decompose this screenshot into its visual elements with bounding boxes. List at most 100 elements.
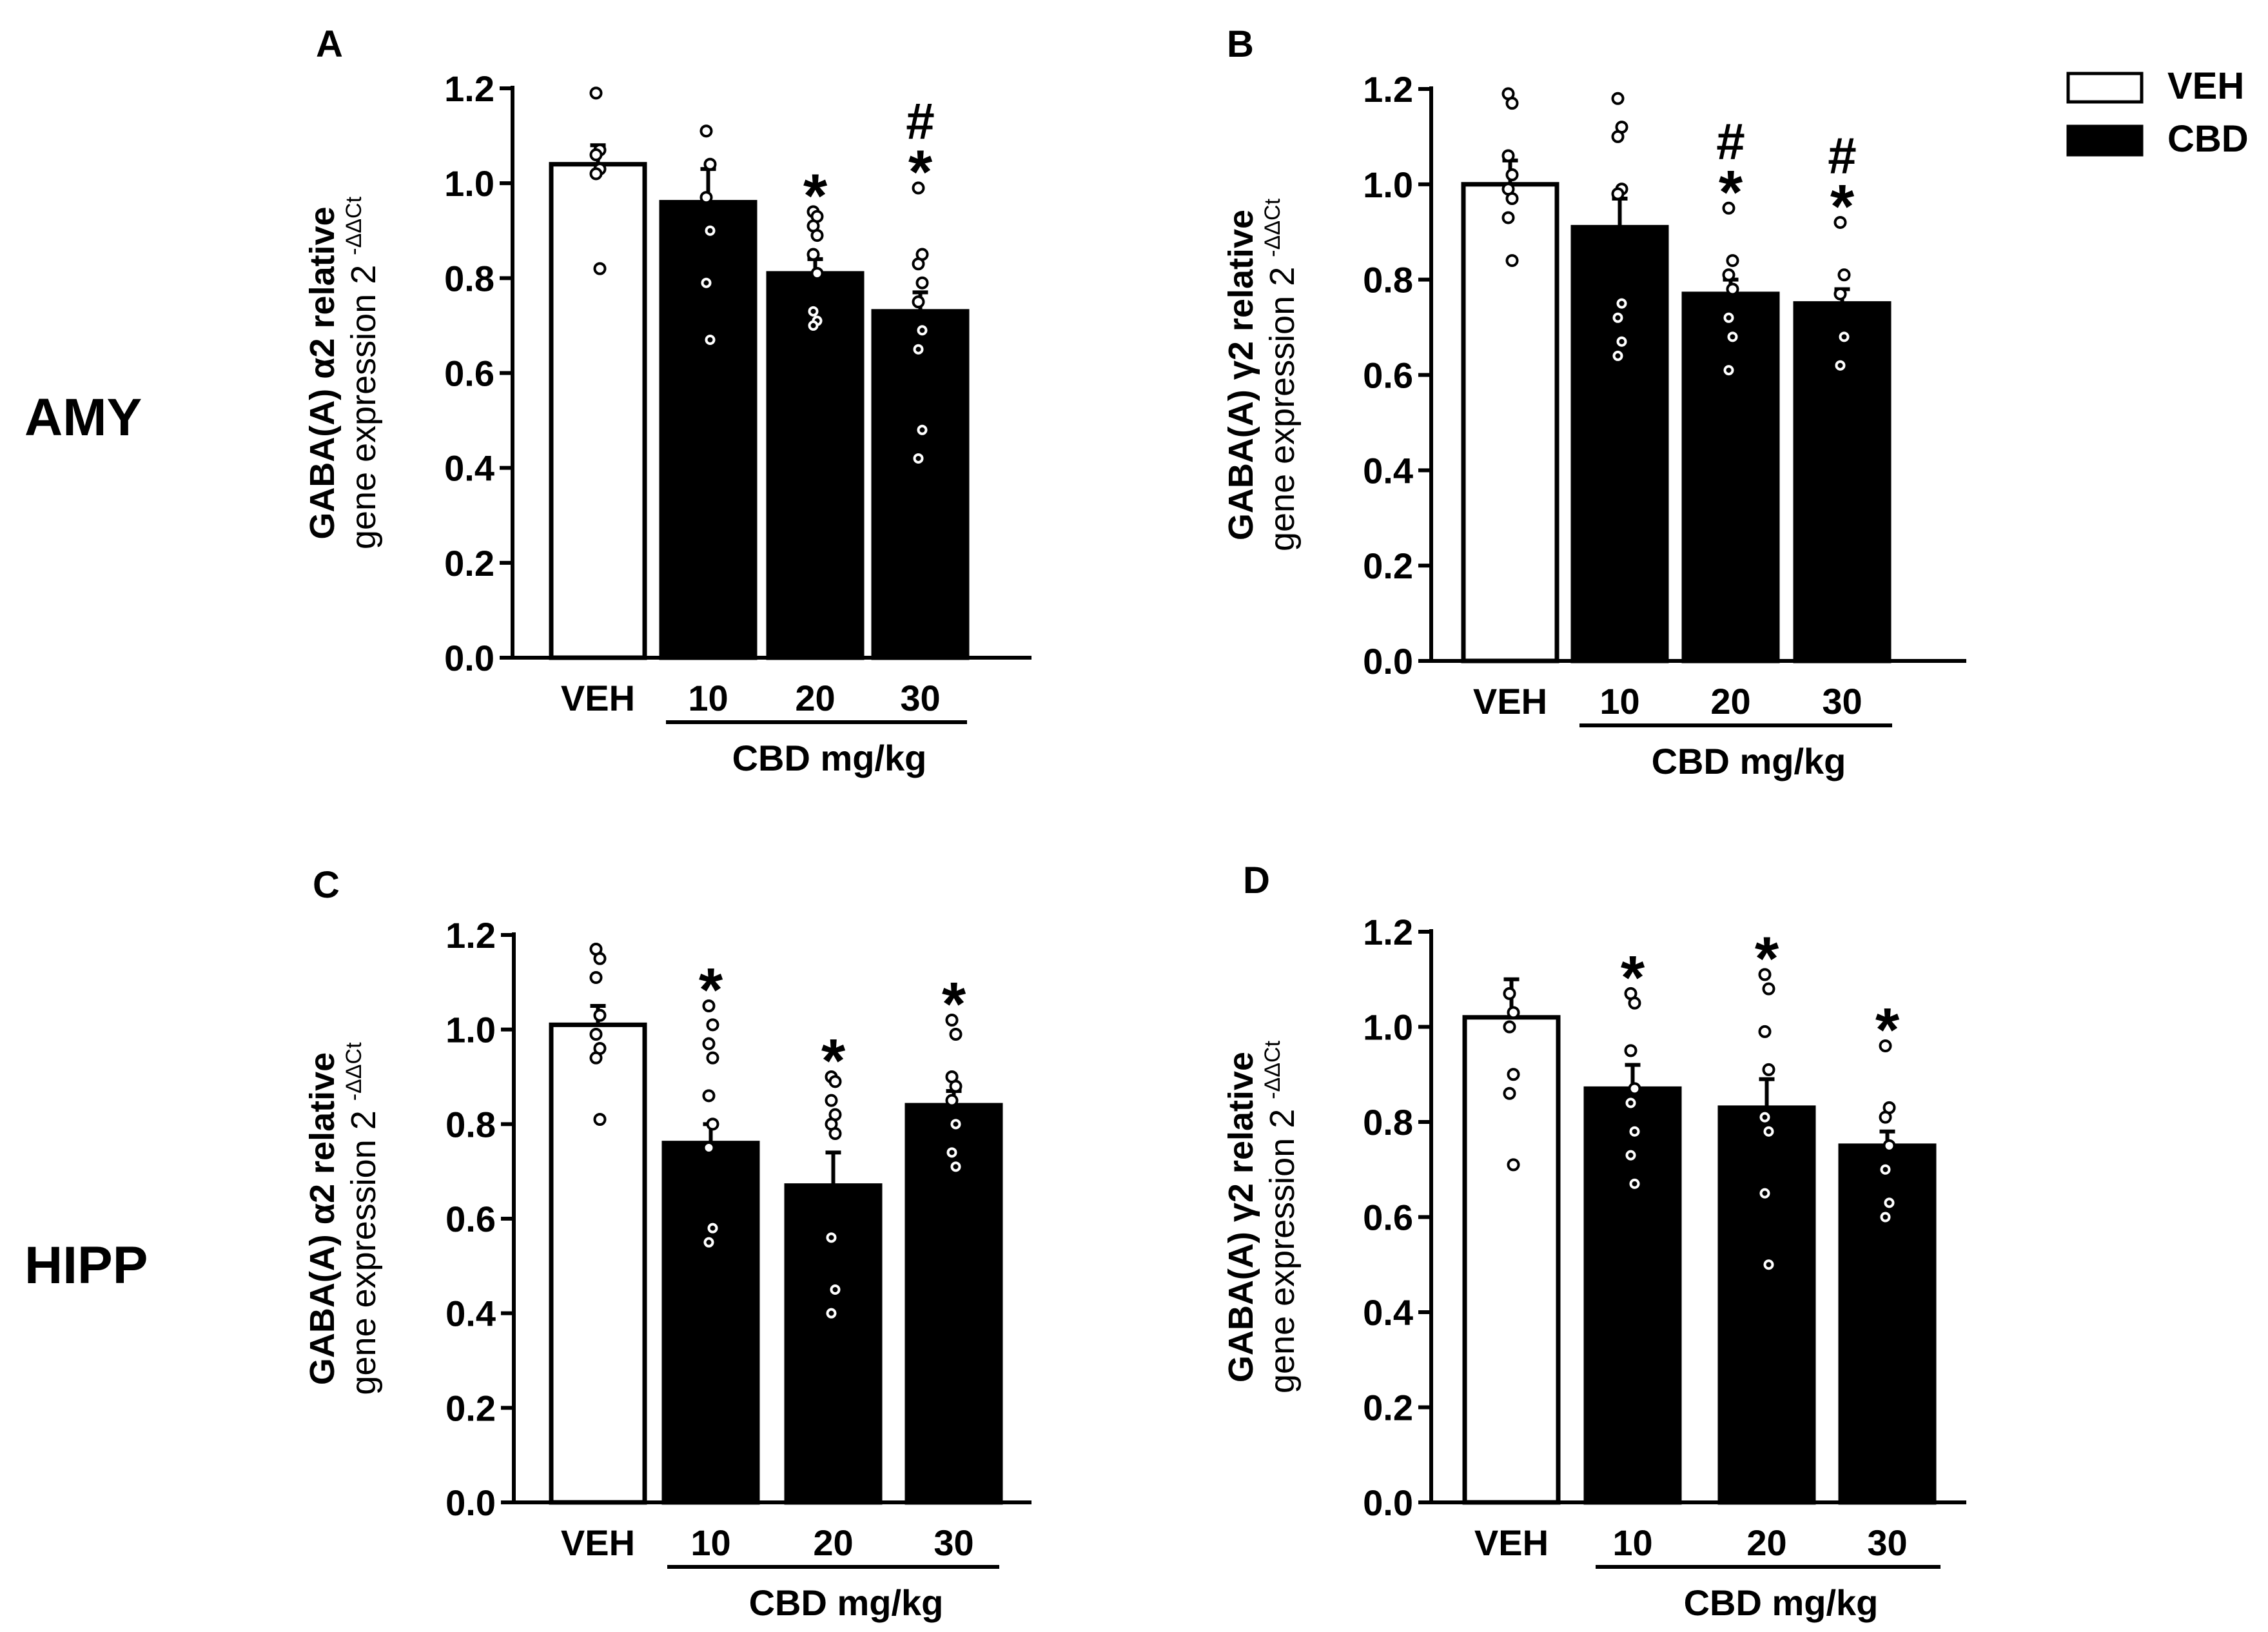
y-tick-label: 0.2	[1363, 1388, 1413, 1428]
data-point	[1507, 1158, 1520, 1172]
x-tick-label: 30	[900, 678, 940, 718]
y-tick-label: 0.6	[445, 1199, 496, 1239]
data-point-core	[1619, 339, 1625, 344]
x-tick-label: 30	[1822, 681, 1862, 722]
data-point	[1503, 1086, 1516, 1100]
y-tick-label: 1.2	[445, 915, 496, 956]
data-point-core	[1886, 1200, 1892, 1206]
x-tick-label: 20	[1710, 681, 1750, 722]
data-point	[828, 1075, 842, 1088]
data-point-core	[707, 228, 713, 233]
y-tick-label: 1.0	[445, 1010, 496, 1050]
panel-a: A 0.0 0.2 0.4 0.6 0.8 1.0 1.2 GABA(A) α2 relativ…	[303, 23, 1031, 778]
data-point-core	[953, 1164, 959, 1170]
data-point	[810, 229, 824, 242]
data-point	[1833, 287, 1847, 300]
data-point	[945, 1094, 959, 1107]
data-point-core	[1628, 1100, 1634, 1106]
data-point	[1501, 211, 1515, 224]
significance-star: *	[699, 956, 723, 1025]
bar-20	[1681, 291, 1780, 664]
data-point	[912, 257, 925, 271]
x-tick-label: 20	[813, 1522, 853, 1563]
significance-star: *	[1830, 172, 1855, 241]
y-tick-label: 1.0	[1363, 164, 1413, 205]
y-tick-label: 0.0	[1363, 641, 1413, 682]
y-tick-label: 0.4	[1363, 450, 1413, 491]
data-point-core	[1882, 1214, 1888, 1220]
data-point	[1726, 282, 1739, 296]
x-tick-label: 30	[934, 1522, 973, 1563]
panel-d: D 0.0 0.2 0.4 0.6 0.8 1.0 1.2 GABA(A) γ2 relativ…	[1222, 860, 1966, 1623]
bar-20	[1717, 1105, 1816, 1505]
data-point	[706, 1051, 719, 1065]
data-point-core	[1837, 362, 1843, 368]
bar-20	[766, 271, 865, 660]
legend-veh-label: VEH	[2167, 65, 2244, 107]
panel-letter: D	[1243, 860, 1270, 901]
data-point	[912, 181, 925, 195]
data-point	[945, 1014, 959, 1027]
data-point	[1722, 268, 1735, 282]
data-point	[1624, 1044, 1637, 1057]
y-tick-label: 0.6	[1363, 355, 1413, 396]
data-point-core	[1726, 315, 1732, 320]
data-point	[1879, 1039, 1892, 1052]
data-point-core	[1762, 1190, 1768, 1196]
y-tick-label: 0.2	[444, 543, 494, 584]
y-axis-label-superscript: -ΔΔCt	[1260, 198, 1285, 257]
data-point-core	[710, 1225, 716, 1231]
data-point-core	[915, 455, 921, 461]
data-point-core	[1726, 368, 1732, 373]
y-axis-label-main: gene expression 2	[1263, 1099, 1302, 1393]
data-point	[702, 1037, 716, 1050]
data-point	[1505, 168, 1519, 182]
data-point	[593, 262, 607, 275]
y-axis-label-superscript: -ΔΔCt	[342, 1042, 366, 1101]
y-tick-label: 0.2	[445, 1388, 496, 1428]
x-tick-label: 20	[795, 678, 835, 718]
x-tick-label: 10	[688, 678, 728, 718]
significance-star: *	[942, 970, 966, 1039]
data-point	[1611, 130, 1625, 143]
x-tick-label: 30	[1867, 1522, 1907, 1563]
x-tick-label: VEH	[561, 1522, 635, 1563]
data-point-core	[707, 337, 713, 342]
x-axis-title: CBD mg/kg	[1684, 1582, 1879, 1623]
data-point	[702, 999, 716, 1012]
x-tick-label: 10	[1612, 1522, 1652, 1563]
y-axis-label-line2: gene expression 2 -ΔΔCt	[342, 1042, 383, 1395]
data-point	[589, 148, 603, 162]
data-point	[593, 952, 607, 965]
data-point-core	[1762, 1114, 1768, 1120]
data-point-core	[953, 1121, 959, 1127]
data-point	[1762, 1063, 1775, 1076]
bar-10	[1570, 224, 1669, 664]
panel-letter: C	[313, 864, 340, 906]
data-point	[912, 295, 925, 309]
data-point	[593, 1113, 607, 1126]
data-point	[1507, 1068, 1520, 1081]
data-point	[589, 86, 603, 100]
y-tick-label: 1.0	[444, 163, 494, 204]
data-point	[1628, 1082, 1641, 1096]
y-tick-label: 0.8	[1363, 1102, 1413, 1143]
data-point	[1505, 254, 1519, 268]
row-label-hipp: HIPP	[24, 1236, 148, 1295]
bar-10	[661, 1141, 760, 1505]
data-point	[1879, 1110, 1892, 1124]
legend: VEH CBD	[2066, 65, 2249, 160]
y-tick-label: 0.8	[444, 258, 494, 299]
significance-hash: #	[906, 93, 935, 150]
data-point	[589, 167, 603, 181]
y-tick-label: 0.8	[445, 1104, 496, 1145]
data-point	[1611, 92, 1625, 105]
data-point	[1722, 201, 1735, 215]
significance-star: *	[1875, 996, 1900, 1065]
data-point-core	[949, 1150, 955, 1155]
data-point	[1507, 1006, 1520, 1019]
data-point	[589, 1051, 603, 1065]
y-axis-label-line2: gene expression 2 -ΔΔCt	[1260, 198, 1302, 551]
y-axis-label-line2: gene expression 2 -ΔΔCt	[342, 196, 383, 549]
data-point	[1833, 215, 1847, 229]
